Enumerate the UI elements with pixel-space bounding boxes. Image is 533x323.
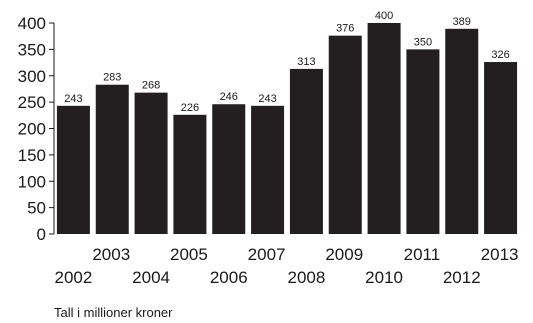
bar [406, 49, 440, 234]
y-tick-label: 0 [37, 225, 46, 244]
data-label: 376 [336, 23, 354, 35]
bar [134, 92, 168, 234]
y-tick-label: 300 [18, 67, 46, 86]
y-axis: 0 50 100 150 200 250 300 350 400 [18, 14, 55, 244]
data-label: 243 [64, 93, 82, 105]
y-tick-label: 400 [18, 14, 46, 33]
data-label: 326 [491, 49, 509, 61]
y-tick-label: 350 [18, 40, 46, 59]
bar [56, 105, 90, 234]
bar [445, 28, 479, 234]
x-tick-label: 2005 [170, 245, 208, 264]
x-tick-label: 2004 [132, 268, 170, 287]
x-tick-label: 2010 [365, 268, 403, 287]
data-label: 389 [453, 16, 471, 28]
data-label: 246 [220, 91, 238, 103]
bar [484, 62, 518, 234]
bar [289, 68, 323, 234]
x-tick-label: 2006 [210, 268, 248, 287]
x-tick-label: 2008 [288, 268, 326, 287]
y-tick-label: 100 [18, 172, 46, 191]
x-tick-label: 2003 [92, 245, 130, 264]
data-label: 313 [297, 56, 315, 68]
data-label: 226 [181, 102, 199, 114]
x-tick-label: 2007 [248, 245, 286, 264]
bar [367, 23, 401, 234]
data-label: 283 [103, 72, 121, 84]
footnote: Tall i millioner kroner [54, 305, 173, 320]
bars [56, 23, 518, 234]
bar [212, 104, 246, 234]
x-tick-label: 2012 [443, 268, 481, 287]
data-label: 268 [142, 80, 160, 92]
value-labels: 243 283 268 226 246 243 313 376 400 350 389 326 [64, 10, 510, 114]
y-tick-label: 250 [18, 93, 46, 112]
bar [95, 84, 129, 234]
data-label: 350 [414, 36, 432, 48]
bar-chart: 0 50 100 150 200 250 300 350 400 243 283 268 226 246… [18, 10, 519, 287]
x-tick-label: 2009 [325, 245, 363, 264]
data-label: 243 [258, 93, 276, 105]
y-tick-label: 200 [18, 120, 46, 139]
bar [173, 114, 207, 234]
y-tick-label: 50 [27, 199, 46, 218]
x-tick-label: 2011 [404, 245, 441, 264]
data-label: 400 [375, 10, 393, 22]
bar [251, 105, 285, 234]
y-tick-label: 150 [18, 146, 46, 165]
bar [328, 35, 362, 234]
x-tick-label: 2002 [55, 268, 93, 287]
x-tick-label: 2013 [481, 245, 519, 264]
